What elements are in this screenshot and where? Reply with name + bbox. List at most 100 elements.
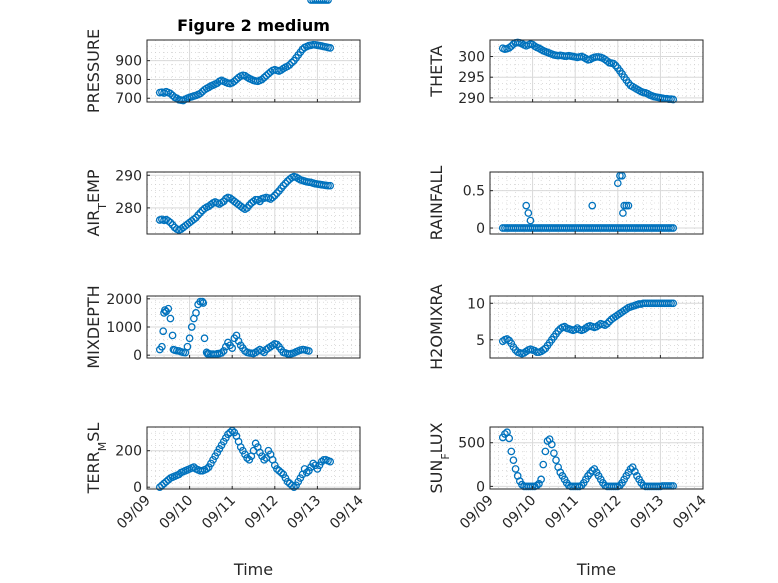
x-axis-label: Time	[576, 560, 616, 579]
data-point	[501, 430, 509, 438]
data-point	[199, 299, 208, 307]
data-point	[287, 58, 296, 67]
data-point	[260, 73, 268, 82]
y-tick-label: 0	[476, 221, 485, 237]
y-tick-label: 700	[115, 91, 142, 107]
y-tick-label: 500	[458, 436, 485, 452]
y-tick-label: 280	[115, 201, 142, 217]
data-point	[619, 209, 627, 217]
x-tick-label: 09/12	[242, 493, 282, 533]
data-point	[258, 75, 266, 84]
data-point	[243, 454, 251, 462]
y-axis-label: SUNFLUX	[427, 422, 452, 493]
y-tick-label: 1000	[106, 320, 142, 336]
axes-box	[489, 426, 704, 490]
data-point	[507, 447, 516, 456]
subplot-h2omixra: 5 10 H2OMIXRA	[427, 284, 704, 370]
data-point	[281, 179, 290, 188]
data-point	[245, 201, 254, 210]
data-point	[613, 179, 622, 188]
data-point	[183, 342, 192, 351]
data-point	[603, 57, 612, 65]
data-point	[628, 463, 637, 472]
data-point	[526, 216, 535, 225]
axes-box	[146, 39, 361, 103]
data-point	[190, 215, 198, 224]
data-point	[159, 327, 168, 336]
data-point	[537, 475, 545, 484]
data-point	[535, 479, 543, 488]
x-axis-label: Time	[233, 560, 273, 579]
x-tick-label: 09/13	[284, 493, 324, 533]
x-tick-label: 09/09	[457, 493, 497, 533]
y-tick-label: 0.5	[463, 184, 485, 200]
y-tick-label: 900	[115, 54, 142, 70]
x-tick-label: 09/13	[627, 493, 667, 533]
y-tick-label: 0	[133, 348, 142, 364]
subplot-sun_flux: 0 500 09/09 09/10 09/11 09/12 09/13 09/14 SUNFLU…	[427, 422, 710, 579]
data-point	[609, 59, 618, 68]
data-point	[164, 217, 173, 225]
data-point	[509, 456, 518, 465]
data-point	[168, 331, 177, 340]
data-point	[618, 171, 626, 180]
data-point	[624, 201, 633, 210]
x-tick-label: 09/14	[670, 492, 710, 532]
data-point	[669, 95, 678, 104]
data-point	[630, 467, 639, 476]
data-point	[200, 334, 209, 343]
data-point	[273, 340, 281, 349]
axes-box	[146, 171, 361, 235]
subplot-pressure: 700 800 900 PRESSURE Figure 2 medium	[84, 16, 361, 113]
data-point	[270, 191, 279, 200]
data-point	[196, 89, 205, 98]
subplot-air_temp: 280 290 AIRTEMP	[84, 168, 361, 237]
subplot-theta: 290 295 300 THETA	[427, 38, 704, 107]
x-tick-label: 09/09	[114, 493, 154, 533]
axes-background	[489, 39, 704, 103]
y-axis-label: H2OMIXRA	[427, 284, 446, 370]
data-point	[603, 319, 612, 328]
x-tick-label: 09/10	[500, 493, 540, 533]
subplot-rainfall: 0 0.5 RAINFALL	[427, 166, 704, 240]
x-tick-label: 09/12	[585, 493, 625, 533]
y-tick-label: 10	[467, 296, 485, 312]
data-point	[260, 455, 268, 464]
data-point	[268, 193, 277, 202]
data-point	[217, 349, 226, 357]
axes-box	[489, 295, 704, 359]
data-point	[262, 71, 271, 80]
data-point	[230, 77, 239, 86]
data-point	[166, 314, 175, 323]
y-tick-label: 295	[458, 70, 485, 86]
y-tick-label: 200	[115, 444, 142, 460]
figure-title: Figure 2 medium	[177, 16, 330, 35]
x-tick-label: 09/14	[327, 492, 367, 532]
data-point	[326, 457, 335, 466]
data-point	[273, 189, 281, 198]
y-tick-label: 5	[476, 333, 485, 349]
axes-box	[489, 39, 704, 103]
y-tick-label: 290	[458, 91, 485, 107]
data-point	[226, 428, 234, 437]
data-point	[285, 60, 294, 69]
y-tick-label: 0	[476, 479, 485, 495]
data-point	[202, 465, 211, 473]
y-axis-label: THETA	[427, 45, 446, 97]
data-point	[588, 466, 597, 475]
data-point	[166, 89, 175, 98]
data-point	[228, 344, 237, 352]
y-tick-label: 300	[458, 50, 485, 66]
data-point	[550, 449, 558, 458]
x-tick-label: 09/11	[199, 493, 239, 533]
data-point	[539, 460, 548, 469]
data-point	[196, 208, 205, 217]
data-point	[158, 342, 166, 351]
data-point	[511, 465, 520, 473]
data-point	[219, 347, 228, 355]
y-tick-label: 290	[115, 168, 142, 184]
data-point	[277, 468, 286, 477]
data-point	[234, 337, 243, 345]
